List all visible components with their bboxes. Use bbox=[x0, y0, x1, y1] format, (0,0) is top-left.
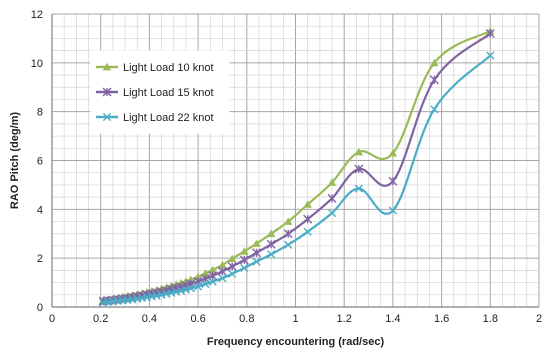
data-point bbox=[208, 265, 217, 274]
data-point bbox=[186, 284, 195, 293]
series-3 bbox=[99, 51, 495, 307]
legend-label: Light Load 15 knot bbox=[123, 87, 214, 99]
legend-marker bbox=[102, 62, 112, 71]
data-point bbox=[267, 250, 276, 259]
data-point bbox=[354, 147, 364, 156]
data-point bbox=[485, 29, 495, 39]
data-point bbox=[354, 164, 364, 174]
y-tick-label: 8 bbox=[37, 107, 43, 119]
legend-label: Light Load 10 knot bbox=[123, 62, 214, 74]
data-point bbox=[181, 285, 191, 294]
x-tick-label: 0.6 bbox=[190, 313, 205, 325]
data-point bbox=[354, 184, 363, 193]
data-point bbox=[208, 277, 217, 286]
data-point bbox=[201, 279, 210, 289]
series-layer bbox=[98, 26, 495, 307]
data-point bbox=[266, 239, 276, 249]
data-point bbox=[228, 269, 237, 278]
y-tick-label: 10 bbox=[31, 58, 43, 70]
data-point bbox=[239, 255, 249, 265]
data-point bbox=[266, 229, 276, 238]
data-point bbox=[252, 248, 262, 258]
x-tick-label: 0.4 bbox=[142, 313, 157, 325]
y-tick-label: 2 bbox=[37, 253, 43, 265]
data-point bbox=[388, 176, 398, 186]
y-tick-label: 12 bbox=[31, 9, 43, 21]
data-point bbox=[284, 240, 293, 249]
data-point bbox=[388, 148, 398, 157]
x-tick-label: 1.2 bbox=[337, 313, 352, 325]
y-tick-labels: 0 2 4 6 8 10 12 bbox=[31, 9, 43, 314]
legend-item: Light Load 15 knot bbox=[96, 87, 214, 99]
data-point bbox=[303, 227, 312, 236]
data-point bbox=[283, 229, 293, 239]
x-tick-label: 0 bbox=[49, 313, 55, 325]
data-point bbox=[227, 254, 237, 263]
data-point bbox=[430, 58, 439, 67]
x-tick-label: 1 bbox=[292, 313, 298, 325]
data-point bbox=[176, 286, 186, 295]
data-point bbox=[283, 217, 293, 225]
data-point bbox=[252, 239, 261, 247]
data-point bbox=[430, 105, 439, 114]
axes bbox=[51, 14, 539, 308]
data-point bbox=[327, 208, 337, 218]
y-tick-label: 0 bbox=[37, 302, 43, 314]
data-point bbox=[218, 274, 227, 283]
x-tick-label: 0.2 bbox=[93, 313, 108, 325]
data-point bbox=[201, 269, 210, 277]
legend-item: Light Load 22 knot bbox=[96, 112, 214, 124]
data-point bbox=[327, 178, 337, 186]
legend: Light Load 10 knot Light Load 15 knot Ligh… bbox=[90, 50, 230, 134]
data-point bbox=[486, 51, 495, 60]
data-point bbox=[240, 263, 249, 273]
data-point bbox=[218, 260, 227, 269]
data-point bbox=[388, 206, 397, 215]
data-point bbox=[240, 247, 249, 255]
data-point bbox=[429, 75, 439, 85]
legend-marker bbox=[102, 87, 112, 97]
y-tick-label: 6 bbox=[37, 156, 43, 168]
x-tick-label: 2 bbox=[536, 313, 542, 325]
x-tick-label: 1.6 bbox=[434, 313, 449, 325]
legend-label: Light Load 22 knot bbox=[123, 112, 214, 124]
x-axis-title: Frequency encountering (rad/sec) bbox=[207, 336, 385, 348]
y-tick-label: 4 bbox=[37, 204, 43, 216]
data-point bbox=[227, 261, 237, 271]
data-point bbox=[327, 193, 337, 203]
data-point bbox=[252, 257, 261, 266]
data-point bbox=[217, 266, 227, 276]
legend-marker bbox=[102, 112, 112, 122]
x-tick-label: 0.8 bbox=[239, 313, 254, 325]
x-tick-label: 1.8 bbox=[483, 313, 498, 325]
data-point bbox=[194, 282, 203, 291]
x-tick-label: 1.4 bbox=[385, 313, 400, 325]
legend-item: Light Load 10 knot bbox=[96, 62, 214, 74]
x-tick-labels: 0 0.2 0.4 0.6 0.8 1 1.2 1.4 1.6 1.8 2 bbox=[49, 313, 542, 325]
y-axis-title: RAO Pitch (deg/m) bbox=[9, 112, 21, 210]
data-point bbox=[303, 214, 313, 224]
data-point bbox=[303, 200, 312, 208]
data-point bbox=[193, 272, 203, 281]
